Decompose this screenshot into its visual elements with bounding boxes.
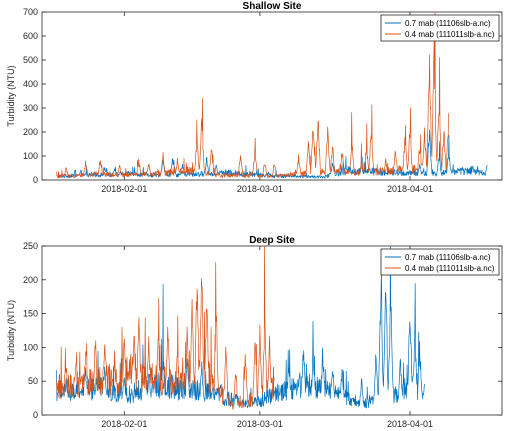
chart-title: Shallow Site bbox=[243, 1, 302, 12]
y-tick-label: 200 bbox=[23, 127, 38, 137]
y-tick-label: 50 bbox=[28, 376, 38, 386]
y-tick-label: 0 bbox=[33, 410, 38, 420]
y-tick-label: 200 bbox=[23, 275, 38, 285]
x-tick-label: 2018-03-01 bbox=[237, 184, 283, 194]
legend: 0.7 mab (11106slb-a.nc) 0.4 mab (111011sl… bbox=[380, 248, 500, 276]
panel-deep: 0 50 100 150 200 250 2018-02-01 2018-03-01 2018-… bbox=[6, 235, 503, 429]
legend-box bbox=[380, 14, 500, 42]
series-line-blue bbox=[56, 129, 488, 179]
y-tick-label: 300 bbox=[23, 103, 38, 113]
x-tick-label: 2018-04-01 bbox=[387, 184, 433, 194]
x-tick-label: 2018-03-01 bbox=[237, 419, 283, 429]
y-tick-label: 500 bbox=[23, 55, 38, 65]
y-tick-label: 400 bbox=[23, 79, 38, 89]
y-tick-label: 100 bbox=[23, 342, 38, 352]
y-tick-label: 150 bbox=[23, 309, 38, 319]
legend-entry: 0.4 mab (111011slb-a.nc) bbox=[405, 264, 495, 273]
x-tick-label: 2018-02-01 bbox=[101, 184, 147, 194]
y-tick-label: 600 bbox=[23, 31, 38, 41]
y-axis-label: Turbidity (NTU) bbox=[6, 300, 16, 361]
y-tick-label: 100 bbox=[23, 151, 38, 161]
legend: 0.7 mab (11106slb-a.nc) 0.4 mab (111011sl… bbox=[380, 14, 500, 42]
series-line-orange bbox=[56, 11, 449, 179]
legend-entry: 0.7 mab (11106slb-a.nc) bbox=[405, 253, 491, 262]
series-line-orange bbox=[56, 245, 275, 410]
x-tick-label: 2018-04-01 bbox=[387, 419, 433, 429]
legend-box bbox=[380, 248, 500, 276]
y-tick-label: 700 bbox=[23, 7, 38, 17]
y-tick-label: 0 bbox=[33, 175, 38, 185]
x-tick-label: 2018-02-01 bbox=[101, 419, 147, 429]
panel-shallow: 0 100 200 300 400 500 600 700 2018-02-01 2018-03-… bbox=[6, 1, 503, 194]
y-axis-label: Turbidity (NTU) bbox=[6, 65, 16, 126]
legend-entry: 0.7 mab (11106slb-a.nc) bbox=[405, 19, 491, 28]
chart-title: Deep Site bbox=[249, 235, 295, 246]
y-tick-label: 250 bbox=[23, 241, 38, 251]
legend-entry: 0.4 mab (111011slb-a.nc) bbox=[405, 30, 495, 39]
